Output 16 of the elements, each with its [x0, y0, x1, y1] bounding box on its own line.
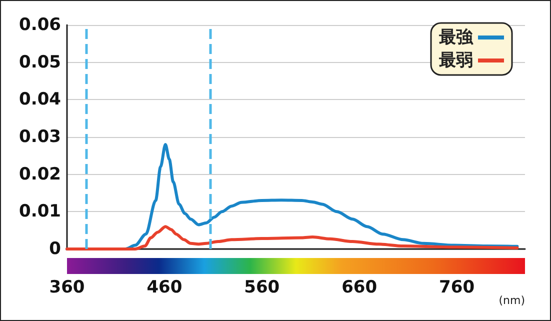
x-tick-label: 560 — [244, 278, 280, 298]
y-tick-label: 0.04 — [19, 90, 62, 110]
x-tick-label: 760 — [439, 278, 475, 298]
y-tick-label: 0.05 — [19, 52, 61, 72]
y-tick-label: 0.02 — [19, 164, 61, 184]
y-tick-label: 0.03 — [19, 127, 61, 147]
y-tick-label: 0 — [49, 239, 62, 259]
x-tick-label: 460 — [146, 278, 182, 298]
y-tick-label: 0.06 — [19, 15, 61, 35]
y-tick-label: 0.01 — [19, 202, 61, 222]
x-axis-title: (nm) — [498, 294, 525, 307]
x-tick-label: 360 — [49, 278, 85, 298]
x-tick-label: 660 — [342, 278, 378, 298]
legend-label: 最弱 — [438, 50, 473, 70]
legend-label: 最強 — [438, 28, 474, 48]
line-series — [66, 225, 519, 250]
